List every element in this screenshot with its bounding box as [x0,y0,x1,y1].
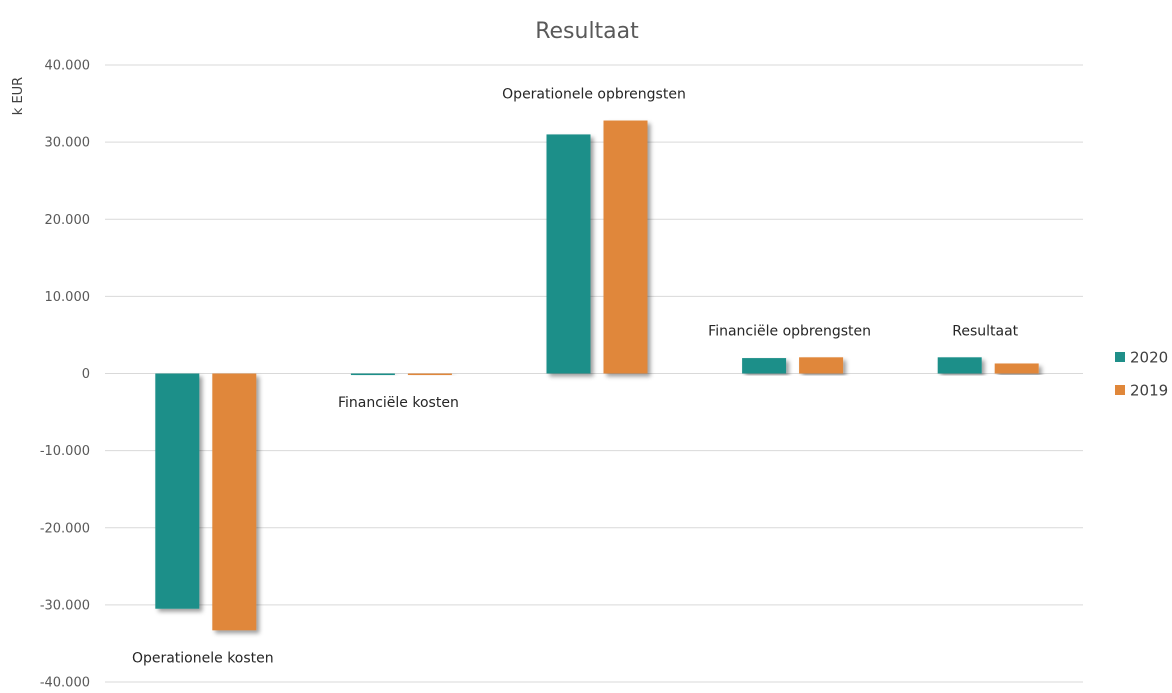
y-tick-label: -40.000 [40,676,90,690]
bars [155,120,1039,631]
category-label: Financiële kosten [338,395,459,411]
bar-2020 [155,373,200,609]
y-axis-label: k EUR [11,77,26,115]
legend-label: 2019 [1130,382,1168,400]
bar-2019 [407,373,452,376]
y-tick-label: -10.000 [40,444,90,459]
category-label: Financiële opbrengsten [708,323,871,339]
bar-2019 [603,120,648,374]
bar-2020 [350,373,395,376]
y-tick-label: 10.000 [45,290,91,305]
y-tick-label: 40.000 [45,59,91,74]
category-label: Operationele kosten [132,650,274,666]
y-axis-ticks: 40.000 30.000 20.000 10.000 0 -10.000 -20.000 -… [40,59,91,691]
bar-2020 [937,357,982,374]
bar-2019 [799,357,844,374]
y-tick-label: 0 [82,367,90,382]
legend-swatch [1115,352,1125,362]
y-tick-label: -30.000 [40,598,90,613]
bar-2020 [742,358,787,374]
category-label: Resultaat [952,323,1018,339]
legend-label: 2020 [1130,349,1168,367]
chart-title: Resultaat [535,19,639,44]
bar-2019 [212,373,257,631]
gridlines [105,64,1083,683]
category-label: Operationele opbrengsten [502,87,686,103]
y-tick-label: 20.000 [45,213,91,228]
bar-2020 [546,134,591,374]
bar-2019 [994,363,1039,374]
category-labels: Operationele kosten Financiële kosten Oper… [132,87,1019,667]
y-tick-label: 30.000 [45,136,91,151]
legend-swatch [1115,385,1125,395]
legend: 2020 2019 [1115,349,1168,400]
y-tick-label: -20.000 [40,521,90,536]
